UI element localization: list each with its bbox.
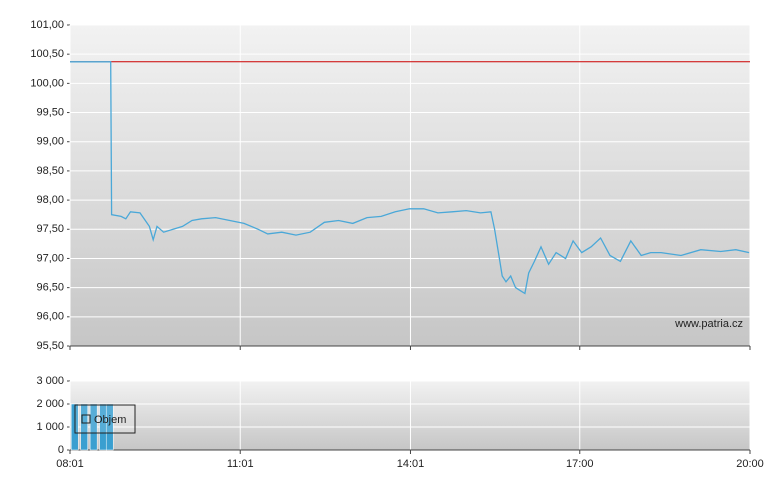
y-tick-label: 101,00 bbox=[30, 19, 64, 31]
x-tick-label: 20:00 bbox=[736, 458, 764, 470]
legend-swatch bbox=[81, 414, 91, 424]
y-tick-label: 99,00 bbox=[36, 136, 64, 148]
volume-bar bbox=[105, 403, 114, 451]
y-tick-label: 0 bbox=[58, 444, 64, 456]
y-tick-label: 1 000 bbox=[36, 421, 64, 433]
y-tick-label: 95,50 bbox=[36, 340, 64, 352]
price-line bbox=[70, 61, 750, 295]
x-tick-label: 14:01 bbox=[397, 458, 425, 470]
y-tick-label: 98,00 bbox=[36, 194, 64, 206]
y-tick-label: 97,00 bbox=[36, 252, 64, 264]
y-tick-label: 100,00 bbox=[30, 77, 64, 89]
legend-box bbox=[74, 404, 136, 434]
x-tick-label: 08:01 bbox=[56, 458, 84, 470]
legend-label: Objem bbox=[94, 414, 126, 426]
volume-bar bbox=[89, 403, 98, 451]
y-tick-label: 3 000 bbox=[36, 375, 64, 387]
volume-bar bbox=[80, 403, 88, 451]
y-tick-label: 96,00 bbox=[36, 311, 64, 323]
watermark: www.patria.cz bbox=[674, 318, 743, 330]
y-tick-label: 100,50 bbox=[30, 48, 64, 60]
y-tick-label: 98,50 bbox=[36, 165, 64, 177]
y-tick-label: 96,50 bbox=[36, 282, 64, 294]
y-tick-label: 97,50 bbox=[36, 223, 64, 235]
x-tick-label: 17:00 bbox=[566, 458, 594, 470]
y-tick-label: 2 000 bbox=[36, 398, 64, 410]
x-tick-label: 11:01 bbox=[227, 458, 254, 470]
y-tick-label: 99,50 bbox=[36, 106, 64, 118]
